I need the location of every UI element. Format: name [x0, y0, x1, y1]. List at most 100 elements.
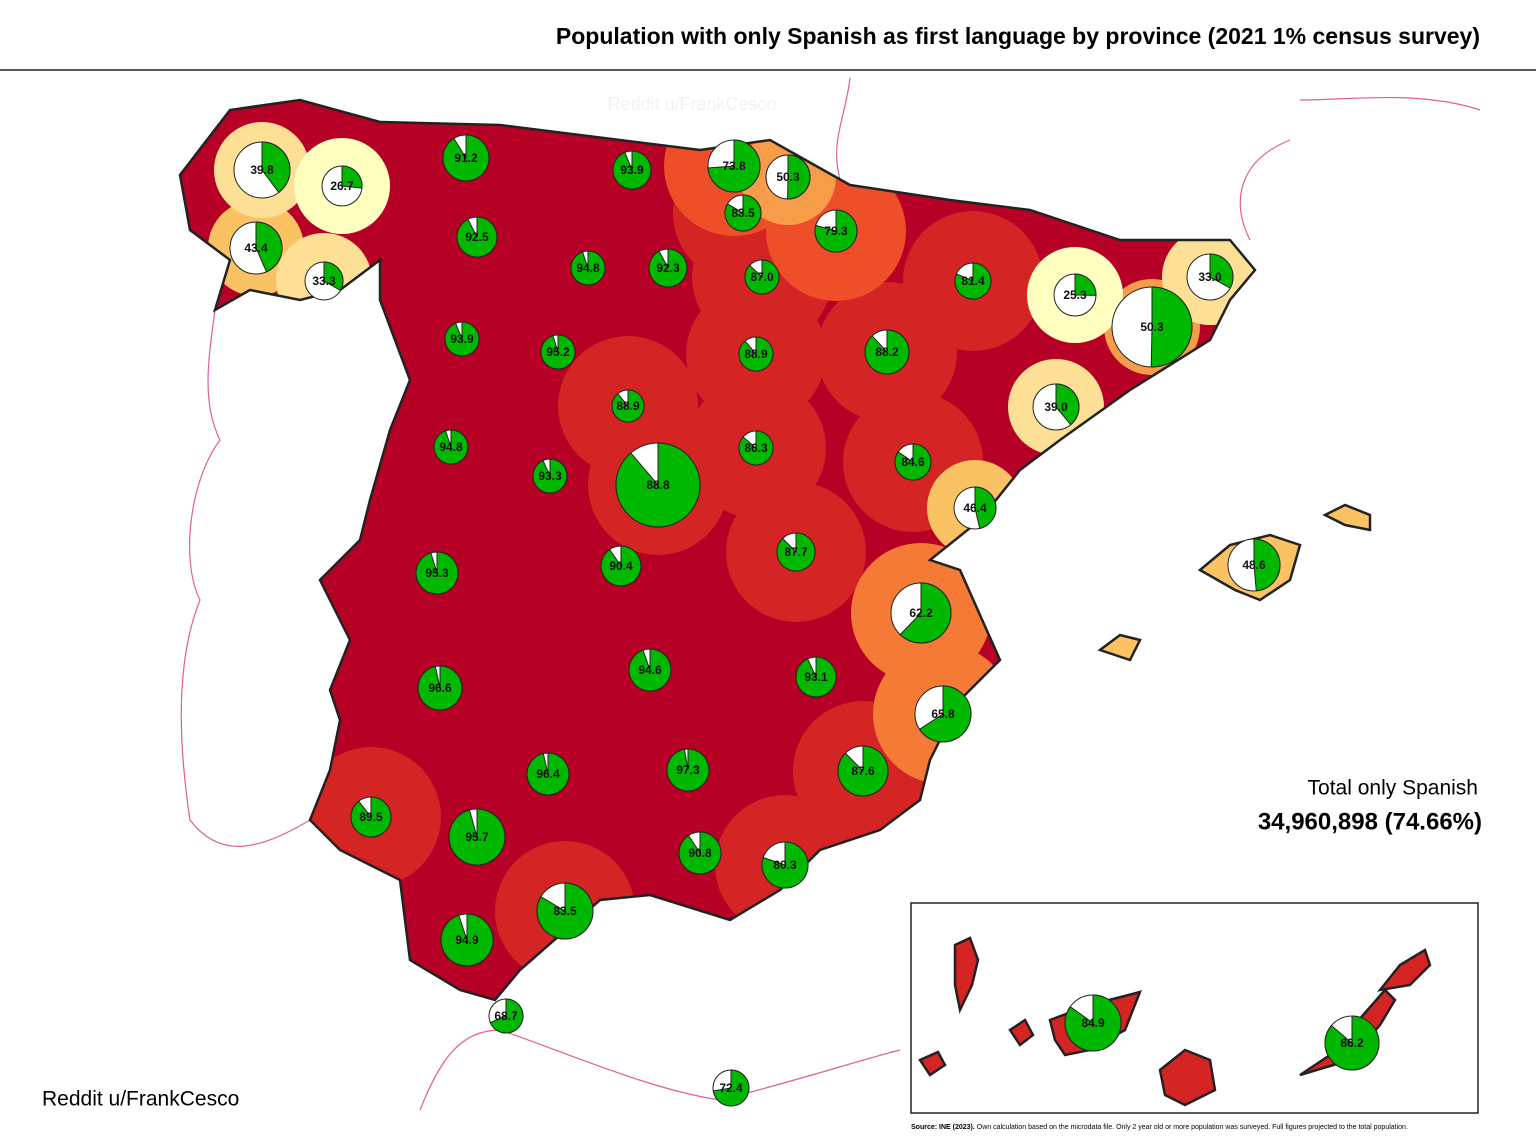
pie-wedge — [918, 685, 972, 743]
pie-wedge — [611, 389, 645, 423]
pie-label: 93.3 — [538, 469, 562, 483]
total-label: Total only Spanish — [1308, 777, 1478, 800]
total-value: 34,960,898 (74.66%) — [1258, 808, 1482, 835]
pie-wedge — [433, 429, 469, 465]
pie-label: 93.1 — [804, 670, 828, 684]
pie-wedge — [738, 430, 774, 466]
pie-label: 90.8 — [688, 846, 712, 860]
pie-label: 95.7 — [465, 830, 489, 844]
pie: 88.9 — [611, 389, 645, 423]
pie-wedge — [540, 334, 576, 370]
pie-wedge — [974, 486, 997, 530]
pie-label: 73.8 — [722, 159, 746, 173]
pie-wedge — [894, 443, 932, 481]
pie: 93.9 — [444, 321, 480, 357]
pie: 96.6 — [417, 665, 463, 711]
pie-label: 84.9 — [1081, 1016, 1105, 1030]
pie-label: 81.4 — [961, 274, 985, 288]
pie-wedge — [776, 532, 816, 572]
pie: 94.8 — [570, 250, 606, 286]
pie-wedge — [526, 752, 570, 796]
pie-wedge — [864, 329, 910, 375]
pie-wedge — [456, 216, 498, 258]
pie: 83.5 — [724, 194, 762, 232]
pie: 87.0 — [744, 259, 780, 295]
pie-wedge — [615, 442, 701, 528]
pie: 86.2 — [1324, 1015, 1380, 1071]
pie-wedge — [814, 209, 858, 253]
pie: 92.3 — [648, 248, 688, 288]
pies: 39.8 26.7 43.4 33.3 91.2 92.5 93.9 73.8 50.3 83.5… — [229, 134, 1380, 1107]
pie-wedge — [954, 262, 992, 300]
pie-wedge — [761, 841, 809, 889]
pie: 95.7 — [448, 808, 506, 866]
pie-label: 94.8 — [439, 440, 463, 454]
pie: 65.8 — [914, 685, 972, 743]
pie: 94.8 — [433, 429, 469, 465]
source: Source: INE (2023). Own calculation base… — [911, 1124, 1408, 1131]
pie: 43.4 — [229, 221, 283, 275]
pie-wedge — [570, 250, 606, 286]
pie-wedge — [837, 745, 889, 797]
pie-label: 83.5 — [731, 206, 755, 220]
pie-wedge — [532, 458, 568, 494]
pie-wedge — [442, 134, 490, 182]
pie: 93.9 — [612, 150, 652, 190]
pie-wedge — [744, 259, 780, 295]
pie-label: 79.3 — [824, 224, 848, 238]
pie-wedge — [489, 998, 524, 1034]
pie-wedge — [666, 748, 710, 792]
pie: 79.3 — [814, 209, 858, 253]
pie-wedge — [1150, 286, 1193, 368]
pie: 89.5 — [350, 796, 392, 838]
pie-wedge — [350, 796, 392, 838]
borders — [180, 77, 1481, 1111]
pie: 90.8 — [678, 831, 722, 875]
pie-label: 39.8 — [250, 163, 274, 177]
pie: 25.3 — [1053, 273, 1097, 317]
pie-label: 83.5 — [553, 904, 577, 918]
pie-wedge — [341, 165, 363, 189]
pie-label: 46.4 — [963, 501, 987, 515]
pie-label: 97.3 — [676, 763, 700, 777]
source-bold: Source: INE (2023). — [911, 1124, 975, 1131]
pie-label: 65.8 — [931, 707, 955, 721]
pie-wedge — [600, 545, 642, 587]
pie: 33.0 — [1186, 253, 1234, 301]
pie: 91.2 — [442, 134, 490, 182]
pie-wedge — [707, 139, 761, 193]
pie: 93.1 — [795, 656, 837, 698]
pie-label: 33.0 — [1198, 270, 1222, 284]
pie-label: 86.3 — [744, 441, 768, 455]
pie: 39.8 — [233, 141, 291, 199]
pie-wedge — [1324, 1015, 1380, 1071]
pie: 86.3 — [738, 430, 774, 466]
pie-label: 96.4 — [536, 767, 560, 781]
pie: 62.2 — [890, 582, 952, 644]
pie-label: 91.2 — [454, 151, 478, 165]
pie-wedge — [261, 141, 291, 194]
pie-label: 87.6 — [851, 764, 875, 778]
pie: 26.7 — [321, 165, 363, 207]
credit: Reddit u/FrankCesco — [42, 1088, 239, 1111]
pie-label: 86.2 — [1340, 1036, 1364, 1050]
pie-wedge — [536, 882, 594, 940]
pie-label: 43.4 — [244, 241, 268, 255]
pie-wedge — [415, 551, 459, 595]
pie-wedge — [1209, 253, 1234, 289]
pie-wedge — [1253, 538, 1281, 592]
pie: 88.8 — [615, 442, 701, 528]
pie-wedge — [612, 150, 652, 190]
pie: 96.4 — [526, 752, 570, 796]
pie-wedge — [628, 648, 672, 692]
pie-wedge — [795, 656, 837, 698]
pie-label: 94.6 — [638, 663, 662, 677]
pie: 92.5 — [456, 216, 498, 258]
pie-label: 88.9 — [616, 399, 640, 413]
pie: 95.3 — [415, 551, 459, 595]
pie: 88.9 — [738, 336, 774, 372]
pie: 94.9 — [440, 913, 494, 967]
pie-label: 48.6 — [1242, 558, 1266, 572]
pie-label: 94.9 — [455, 933, 479, 947]
